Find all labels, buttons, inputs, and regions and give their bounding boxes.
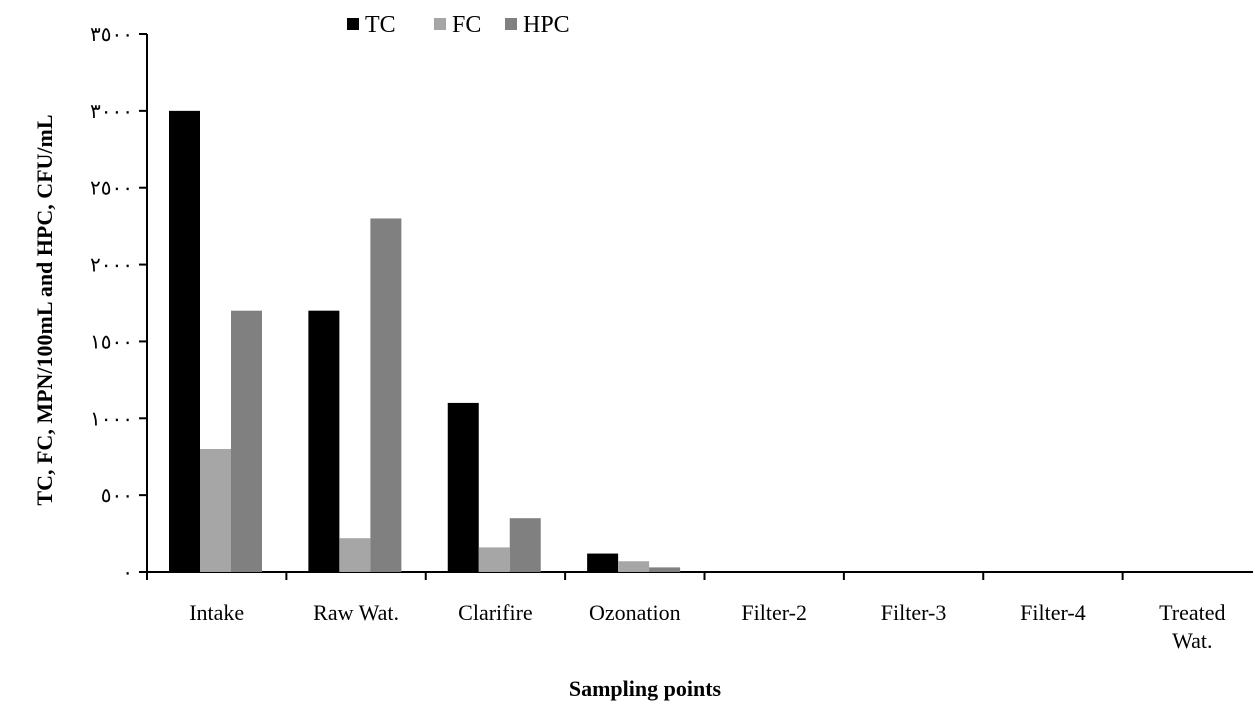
bar-hpc-1 — [370, 218, 402, 572]
x-tick-label: Filter-3 — [881, 600, 947, 625]
bars — [169, 110, 681, 572]
x-tick-label: Treated — [1159, 600, 1225, 625]
bar-tc-2 — [447, 402, 479, 572]
legend-label-fc: FC — [452, 12, 481, 38]
legend: TC FC HPC — [347, 12, 570, 38]
x-tick-label: Filter-2 — [741, 600, 807, 625]
bar-tc-1 — [308, 310, 340, 572]
bar-fc-1 — [339, 538, 371, 572]
y-tick-label: ١٥٠٠ — [90, 331, 133, 353]
bar-tc-3 — [587, 553, 619, 572]
bar-tc-0 — [169, 110, 200, 572]
y-tick-label: ٣٥٠٠ — [90, 24, 133, 46]
y-tick-label: ١٠٠٠ — [90, 408, 133, 430]
x-tick-label: Clarifire — [458, 600, 533, 625]
legend-label-tc: TC — [365, 12, 396, 38]
x-axis: Intake Raw Wat. Clarifire Ozonation Filter-2… — [146, 571, 1253, 653]
bar-hpc-0 — [231, 310, 262, 572]
y-axis-title: TC, FC, MPN/100mL and HPC, CFU/mL — [32, 114, 57, 505]
x-tick-label: Filter-4 — [1020, 600, 1086, 625]
bar-fc-2 — [478, 547, 510, 572]
y-axis: ٠ ٥٠٠ ١٠٠٠ ١٥٠٠ ٢٠٠٠ ٢٥٠٠ ٣٠٠٠ ٣٥٠٠ — [90, 24, 148, 584]
x-tick-label: Ozonation — [589, 600, 681, 625]
bar-fc-3 — [618, 561, 650, 572]
y-tick-label: ٢٠٠٠ — [90, 255, 133, 277]
x-tick-label: Intake — [189, 600, 244, 625]
bar-fc-0 — [200, 449, 231, 572]
y-tick-label: ٠ — [122, 562, 133, 584]
x-tick-label: Raw Wat. — [313, 600, 399, 625]
x-axis-title: Sampling points — [569, 676, 722, 701]
y-tick-label: ٣٠٠٠ — [90, 101, 133, 123]
bar-hpc-2 — [509, 518, 541, 572]
x-tick-label: Wat. — [1172, 628, 1212, 653]
bar-hpc-3 — [649, 567, 681, 572]
y-tick-label: ٥٠٠ — [101, 485, 133, 507]
y-tick-label: ٢٥٠٠ — [90, 178, 133, 200]
legend-swatch-hpc — [505, 18, 517, 30]
legend-swatch-tc — [347, 18, 359, 30]
legend-swatch-fc — [434, 18, 446, 30]
legend-label-hpc: HPC — [523, 12, 570, 38]
